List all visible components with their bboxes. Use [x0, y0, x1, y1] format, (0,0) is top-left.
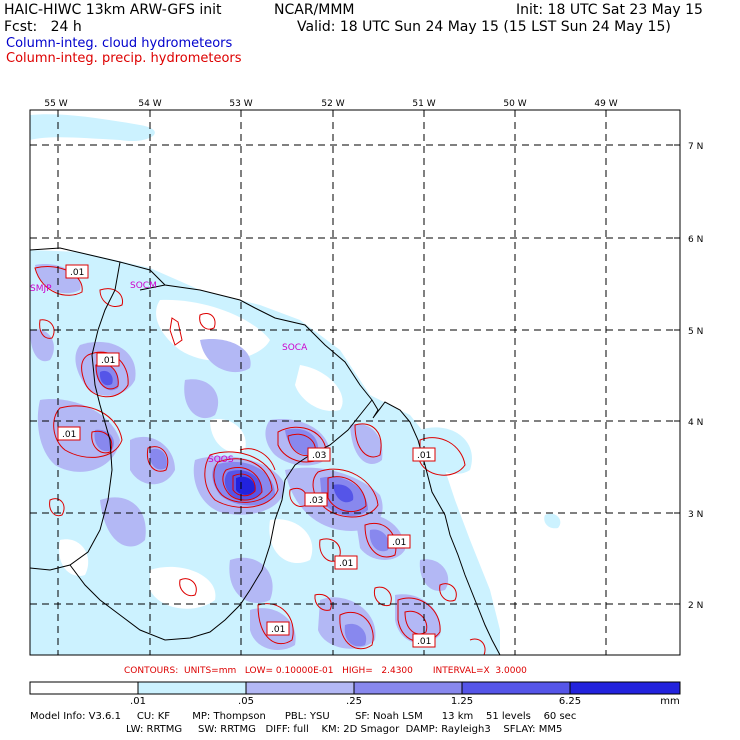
- shade-level-1: [30, 114, 155, 142]
- contour-label: .03: [312, 451, 326, 461]
- colorbar-unit: mm: [660, 696, 680, 707]
- contour-label: .01: [271, 625, 285, 635]
- colorbar-label: 1.25: [450, 696, 474, 707]
- contour-label: .03: [309, 496, 323, 506]
- shade-gap: [59, 539, 89, 576]
- shade-gap: [210, 419, 246, 453]
- shade-level-2: [350, 424, 383, 464]
- lat-label: 2 N: [688, 601, 703, 611]
- init-time: Init: 18 UTC Sat 23 May 15: [516, 2, 703, 18]
- lat-label: 4 N: [688, 418, 703, 428]
- shade-level-2: [395, 594, 441, 644]
- station-label: SOCA: [282, 343, 308, 353]
- lon-label: 52 W: [321, 99, 344, 109]
- precip-contours: [34, 266, 486, 655]
- lon-label: 54 W: [138, 99, 161, 109]
- shade-gap: [150, 566, 216, 609]
- station-label: SOOS: [208, 455, 234, 465]
- shade-level-5: [236, 476, 256, 495]
- shade-gap: [269, 519, 313, 564]
- lat-label: 6 N: [688, 235, 703, 245]
- station-label: SOCM: [130, 281, 157, 291]
- lat-label: 3 N: [688, 510, 703, 520]
- shade-level-3: [344, 623, 367, 647]
- plot-title: HAIC-HIWC 13km ARW-GFS init: [4, 2, 222, 18]
- cloud-shading-layer: [30, 114, 561, 655]
- model-info-line1: Model Info: V3.6.1 CU: KF MP: Thompson P…: [30, 711, 577, 722]
- lon-label: 55 W: [44, 99, 67, 109]
- contour-label: .01: [101, 356, 115, 366]
- shade-level-2: [100, 497, 146, 547]
- contour-label: .01: [339, 559, 353, 569]
- contour-label: .01: [417, 451, 431, 461]
- shade-level-2: [419, 559, 449, 591]
- shade-level-1: [420, 427, 472, 474]
- valid-time: Valid: 18 UTC Sun 24 May 15 (15 LST Sun …: [297, 19, 671, 35]
- shade-level-3: [369, 529, 389, 552]
- colorbar-label: .05: [238, 696, 254, 707]
- shade-level-2: [30, 329, 54, 362]
- contour-label: .01: [417, 637, 431, 647]
- colorbar-label: 6.25: [558, 696, 582, 707]
- organization-label: NCAR/MMM: [274, 2, 355, 18]
- lon-label: 53 W: [229, 99, 252, 109]
- model-info-line2: LW: RRTMG SW: RRTMG DIFF: full KM: 2D Sm…: [126, 724, 563, 735]
- contour-label: .01: [62, 430, 76, 440]
- shade-level-2: [200, 339, 251, 373]
- contour-label: .01: [70, 268, 84, 278]
- lon-label: 49 W: [594, 99, 617, 109]
- station-label: SMJP: [30, 284, 52, 294]
- map-frame: [29, 109, 681, 656]
- shade-level-1: [544, 513, 561, 529]
- field-precip-label: Column-integ. precip. hydrometeors: [6, 51, 242, 66]
- shade-level-2: [184, 379, 219, 419]
- axis-ticks: [57, 110, 680, 605]
- shade-gap: [295, 365, 343, 411]
- colorbar: [29, 681, 681, 695]
- graticule: [30, 110, 680, 655]
- shade-level-4: [333, 484, 354, 503]
- lon-label: 51 W: [412, 99, 435, 109]
- colorbar-label: .25: [346, 696, 362, 707]
- colorbar-label: .01: [130, 696, 146, 707]
- field-cloud-label: Column-integ. cloud hydrometeors: [6, 36, 233, 51]
- lat-label: 7 N: [688, 142, 703, 152]
- shade-level-3: [149, 448, 167, 470]
- forecast-hour: Fcst: 24 h: [4, 19, 82, 35]
- lon-label: 50 W: [503, 99, 526, 109]
- shade-level-4: [99, 370, 113, 386]
- lat-label: 5 N: [688, 327, 703, 337]
- contour-label: .01: [392, 538, 406, 548]
- contour-info: CONTOURS: UNITS=mm LOW= 0.10000E-01 HIGH…: [124, 666, 527, 676]
